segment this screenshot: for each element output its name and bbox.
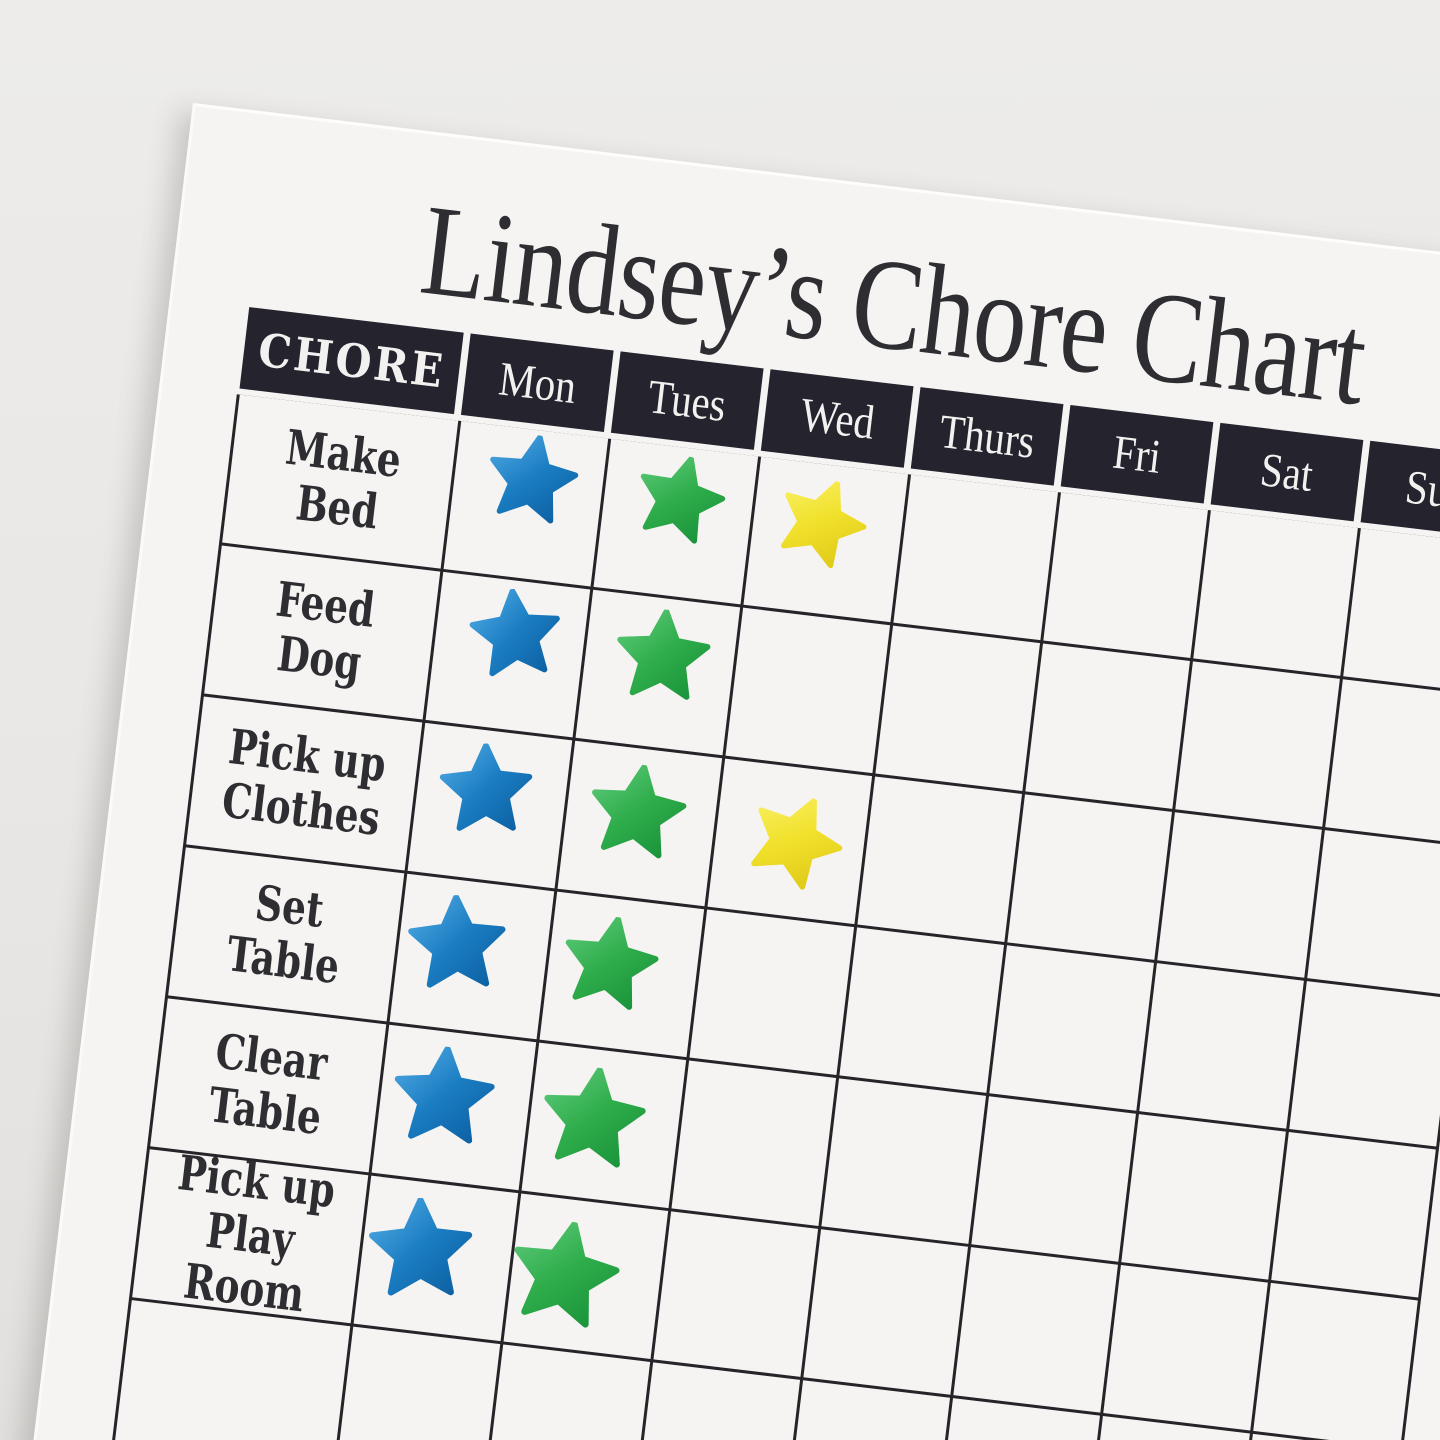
chore-label-cell-set-table: Set Table [168, 847, 405, 1022]
green-star-sticker [640, 455, 726, 544]
day-header-label: Sun [1402, 459, 1440, 521]
day-cell-pick-up-play-room-tues [503, 1193, 669, 1360]
chore-label: Pick up Clothes [213, 719, 396, 847]
day-cell-pick-up-play-room-sat [1103, 1265, 1268, 1431]
day-cell-feed-dog-thurs [875, 625, 1041, 792]
day-cell-set-table-sun [1289, 981, 1440, 1147]
blue-star-sticker [394, 1045, 495, 1144]
chore-label-line: Make Bed [282, 419, 405, 541]
chore-label-line: Clear Table [205, 1023, 331, 1146]
day-cell-set-table-thurs [839, 927, 1005, 1093]
day-cell-make-bed-sat [1193, 510, 1358, 676]
day-cell-empty-tues [485, 1344, 651, 1440]
day-cell-set-table-mon [389, 873, 555, 1040]
day-cell-pick-up-clothes-mon [407, 722, 573, 889]
day-cell-clear-table-wed [671, 1060, 837, 1226]
header-cell-tues: Tues [610, 351, 764, 450]
day-header-label: Tues [645, 369, 730, 432]
day-cell-pick-up-clothes-fri [1007, 794, 1172, 960]
day-cell-feed-dog-fri [1025, 643, 1190, 809]
day-cell-make-bed-tues [593, 438, 759, 605]
day-cell-empty-mon [335, 1326, 501, 1440]
green-star-sticker [592, 763, 687, 858]
day-cell-pick-up-clothes-sat [1157, 812, 1322, 978]
day-cell-make-bed-mon [443, 420, 609, 587]
blue-star-sticker [469, 588, 560, 677]
day-cell-make-bed-thurs [893, 474, 1059, 641]
day-cell-feed-dog-sun [1325, 679, 1440, 845]
header-cell-wed: Wed [760, 369, 914, 468]
yellow-star-sticker [781, 480, 867, 568]
day-cell-pick-up-play-room-wed [653, 1211, 819, 1377]
day-cell-pick-up-play-room-sun [1253, 1282, 1418, 1440]
day-cell-feed-dog-wed [725, 607, 891, 774]
day-cell-feed-dog-sat [1175, 661, 1340, 827]
day-cell-pick-up-play-room-thurs [803, 1229, 969, 1395]
day-cell-pick-up-play-room-fri [953, 1247, 1118, 1413]
day-cell-clear-table-sun [1271, 1131, 1436, 1298]
green-star-sticker [617, 608, 711, 700]
day-cell-feed-dog-mon [425, 571, 591, 738]
day-cell-clear-table-sat [1121, 1114, 1286, 1280]
day-cell-pick-up-clothes-thurs [857, 776, 1023, 942]
chore-label: Set Table [195, 871, 378, 998]
chore-label-cell-pick-up-clothes: Pick up Clothes [186, 696, 423, 871]
chore-label: Make Bed [249, 418, 432, 545]
chore-label-cell-pick-up-play-room: Pick up Play Room [132, 1145, 369, 1326]
blue-star-sticker [369, 1197, 473, 1295]
day-cell-clear-table-tues [521, 1042, 687, 1209]
chore-label-cell-make-bed: Make Bed [222, 394, 459, 569]
header-cell-fri: Fri [1060, 405, 1214, 504]
day-cell-feed-dog-tues [575, 589, 741, 756]
day-cell-make-bed-sun [1343, 528, 1440, 694]
green-star-sticker [565, 916, 658, 1010]
table-body: Make Bed Feed Dog Pick up Clothes Set Tab… [110, 394, 1440, 1440]
chore-label: Clear Table [177, 1022, 360, 1149]
day-cell-clear-table-fri [971, 1096, 1136, 1262]
day-cell-set-table-wed [689, 909, 855, 1076]
blue-star-sticker [408, 893, 506, 988]
chore-label-cell-feed-dog: Feed Dog [204, 545, 441, 720]
header-cell-mon: Mon [460, 333, 614, 432]
chore-label: Feed Dog [231, 569, 414, 696]
chore-chart-paper: Lindsey’s Chore Chart CHORE Mon Tues Wed Thu… [0, 103, 1440, 1440]
chore-header-label: CHORE [255, 322, 448, 399]
blue-star-sticker [439, 743, 532, 831]
day-header-label: Wed [797, 387, 877, 450]
yellow-star-sticker [750, 797, 842, 890]
day-cell-pick-up-clothes-tues [557, 740, 723, 907]
blue-star-sticker [490, 434, 579, 523]
day-cell-set-table-sat [1139, 963, 1304, 1129]
header-cell-thurs: Thurs [910, 387, 1064, 486]
chore-label-cell-empty [114, 1300, 351, 1440]
header-cell-sun: Sun [1360, 440, 1440, 540]
day-cell-pick-up-play-room-mon [353, 1175, 519, 1342]
day-cell-make-bed-fri [1043, 492, 1208, 658]
chore-label-line: Feed Dog [273, 571, 378, 692]
chore-label-line: Set Table [223, 874, 343, 995]
day-cell-pick-up-clothes-sun [1307, 830, 1440, 996]
day-cell-pick-up-clothes-wed [707, 758, 873, 925]
day-cell-clear-table-mon [371, 1024, 537, 1191]
day-header-label: Thurs [936, 404, 1038, 469]
chore-label: Pick up Play Room [155, 1145, 344, 1326]
green-star-sticker [543, 1066, 646, 1168]
day-cell-set-table-fri [989, 945, 1154, 1111]
day-cell-make-bed-wed [743, 456, 909, 623]
day-cell-set-table-tues [539, 891, 705, 1058]
green-star-sticker [514, 1220, 620, 1328]
day-cell-clear-table-thurs [821, 1078, 987, 1244]
day-header-label: Fri [1110, 425, 1164, 484]
header-cell-sat: Sat [1210, 422, 1364, 522]
day-header-label: Sat [1257, 442, 1317, 502]
day-header-label: Mon [495, 351, 579, 414]
